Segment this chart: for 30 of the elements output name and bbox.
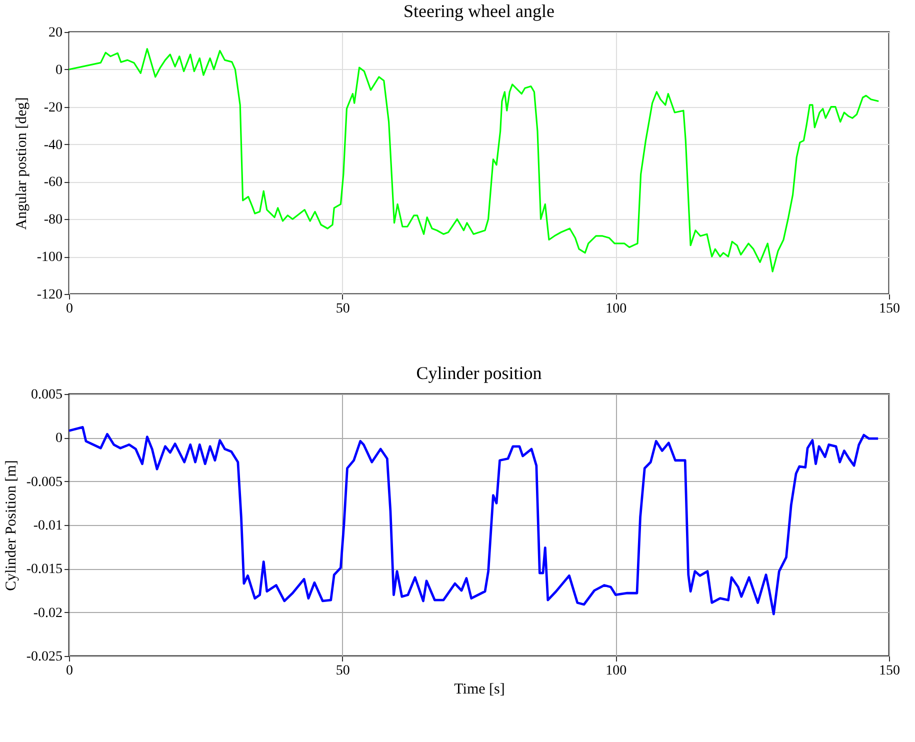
y-tick-label: -0.015	[26, 562, 62, 578]
chart-title: Steering wheel angle	[404, 1, 554, 21]
line-series	[69, 48, 880, 272]
y-tick-label: 0	[56, 431, 62, 446]
y-tick-label: -40	[44, 138, 62, 153]
x-tick-label: 150	[879, 302, 900, 316]
y-tick-label: -80	[44, 212, 62, 228]
y-tick-label: 0.005	[31, 388, 62, 402]
y-tick-label: -0.005	[26, 474, 62, 490]
line-series	[69, 426, 880, 616]
x-tick-label: 150	[879, 664, 900, 678]
chart-title: Cylinder position	[416, 363, 542, 383]
y-axis-title: Angular postion [deg]	[14, 97, 30, 230]
x-tick-label: 50	[336, 664, 350, 678]
x-tick-label: 0	[66, 664, 73, 678]
y-tick-label: -0.01	[33, 518, 62, 534]
y-tick-label: -0.025	[26, 650, 62, 664]
x-tick-label: 50	[336, 302, 350, 316]
y-tick-label: -120	[36, 288, 62, 302]
y-tick-label: -100	[36, 250, 62, 266]
y-tick-label: -60	[44, 175, 62, 190]
y-tick-label: 0	[56, 62, 62, 78]
y-axis-title: Cylinder Position [m]	[3, 460, 20, 591]
x-tick-label: 100	[606, 664, 627, 678]
x-tick-label: 100	[606, 302, 627, 316]
y-tick-label: 20	[48, 26, 62, 40]
y-tick-label: -20	[44, 100, 62, 116]
x-tick-label: 0	[66, 302, 73, 316]
x-axis-title: Time [s]	[454, 682, 505, 698]
y-tick-label: -0.02	[33, 606, 62, 621]
